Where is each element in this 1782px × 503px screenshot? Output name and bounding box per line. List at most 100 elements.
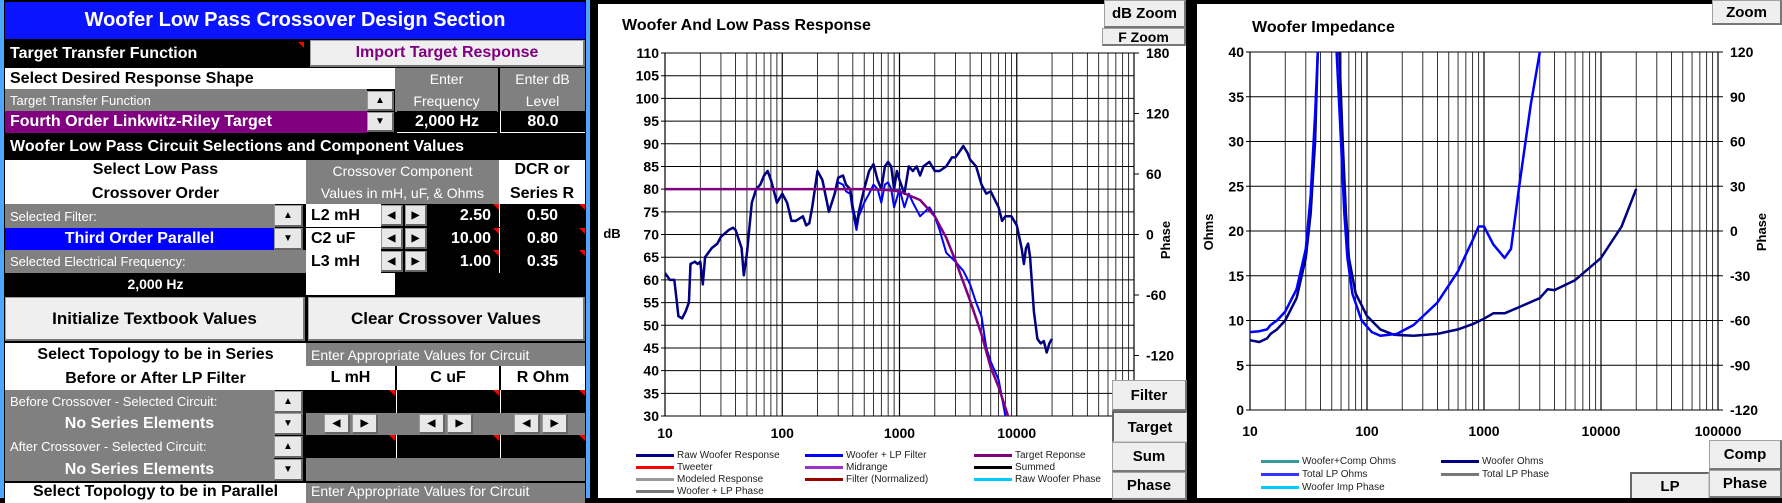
legend-label: Raw Woofer Response — [677, 450, 780, 461]
after-l-input[interactable] — [306, 435, 395, 458]
legend-entry: Midrange — [805, 462, 888, 473]
enter-db-line2: Level — [525, 93, 560, 109]
legend-entry: Total LP Phase — [1441, 469, 1549, 480]
filter-button[interactable]: Filter — [1112, 380, 1187, 411]
sum-button[interactable]: Sum — [1112, 442, 1187, 472]
db-zoom-button[interactable]: dB Zoom — [1104, 0, 1186, 28]
legend-swatch — [636, 478, 674, 481]
l2-value-input[interactable]: 2.50 — [430, 204, 499, 227]
target-db-level-input[interactable]: 80.0 — [500, 111, 585, 133]
y-tick-label: 0 — [1236, 402, 1244, 418]
c-decrease-button[interactable]: ◀ — [419, 414, 445, 434]
before-l-input[interactable] — [306, 390, 395, 413]
l-increase-button[interactable]: ▶ — [352, 414, 378, 434]
selected-filter-select[interactable]: Third Order Parallel — [5, 228, 274, 250]
c2-increase-button[interactable]: ▶ — [405, 228, 427, 249]
before-crossover-select[interactable]: No Series Elements — [5, 413, 274, 435]
ttf-up-button[interactable]: ▲ — [367, 91, 394, 111]
y-tick-label: 80 — [643, 181, 659, 197]
l2-increase-button[interactable]: ▶ — [405, 205, 427, 226]
ttf-down-button[interactable]: ▼ — [367, 112, 394, 132]
l2-dcr-input[interactable]: 0.50 — [499, 204, 585, 227]
l3-value-input[interactable]: 1.00 — [430, 250, 499, 273]
l3-increase-button[interactable]: ▶ — [405, 251, 427, 272]
electrical-frequency-label: Selected Electrical Frequency: — [5, 250, 306, 273]
l3-decrease-button[interactable]: ◀ — [381, 251, 403, 272]
before-crossover-label: Before Crossover - Selected Circuit: — [5, 390, 275, 413]
before-down-button[interactable]: ▼ — [274, 413, 303, 435]
electrical-frequency-value: 2,000 Hz — [5, 273, 306, 295]
target-frequency-input[interactable]: 2,000 Hz — [397, 111, 497, 133]
ttf-label: Target Transfer Function — [5, 89, 367, 111]
component-name-c2: C2 uF — [306, 228, 381, 250]
y2-tick-label: -60 — [1730, 313, 1750, 329]
legend-label: Woofer Imp Phase — [1302, 482, 1385, 493]
y-tick-label: 85 — [643, 158, 659, 174]
y-tick-label: 5 — [1236, 357, 1244, 373]
legend-swatch — [805, 454, 843, 457]
col-c-uf: C uF — [396, 366, 499, 390]
filter-down-button[interactable]: ▼ — [274, 228, 303, 250]
f-zoom-button[interactable]: F Zoom — [1102, 28, 1186, 46]
y2-tick-label: 60 — [1146, 166, 1162, 182]
selected-filter-label: Selected Filter: — [5, 204, 275, 228]
dcr-line1: DCR or — [514, 161, 570, 178]
legend-label: Raw Woofer Phase — [1015, 474, 1101, 485]
select-lp-line2: Crossover Order — [91, 185, 220, 202]
legend-swatch — [1261, 486, 1299, 489]
legend-swatch — [805, 466, 843, 469]
c2-value-input[interactable]: 10.00 — [430, 228, 499, 250]
before-up-button[interactable]: ▲ — [274, 391, 303, 413]
initialize-textbook-values-button[interactable]: Initialize Textbook Values — [5, 297, 305, 341]
ttf-select[interactable]: Fourth Order Linkwitz-Riley Target — [5, 111, 367, 133]
import-target-response-button[interactable]: Import Target Response — [310, 40, 585, 67]
dcr-line2: Series R — [509, 185, 575, 202]
after-down-button[interactable]: ▼ — [274, 459, 303, 481]
after-crossover-select[interactable]: No Series Elements — [5, 458, 274, 481]
select-response-shape-label: Select Desired Response Shape — [5, 68, 395, 89]
legend-swatch — [1261, 473, 1299, 476]
legend-entry: Modeled Response — [636, 474, 763, 485]
chart-title: Woofer Impedance — [1252, 19, 1395, 36]
c2-dcr-input[interactable]: 0.80 — [499, 228, 585, 250]
impedance-zoom-button[interactable]: Zoom — [1712, 0, 1782, 25]
r-decrease-button[interactable]: ◀ — [514, 414, 540, 434]
c2-decrease-button[interactable]: ◀ — [381, 228, 403, 249]
after-up-button[interactable]: ▲ — [274, 436, 303, 458]
chart-title: Woofer And Low Pass Response — [622, 17, 871, 34]
l2-decrease-button[interactable]: ◀ — [381, 205, 403, 226]
y2-tick-label: 120 — [1146, 106, 1170, 122]
target-button[interactable]: Target — [1112, 411, 1187, 442]
x-tick-label: 10 — [1242, 423, 1258, 439]
legend-swatch — [974, 478, 1012, 481]
x-tick-label: 100 — [771, 425, 795, 441]
x-tick-label: 1000 — [884, 425, 915, 441]
phase-button[interactable]: Phase — [1112, 472, 1187, 500]
l3-dcr-input[interactable]: 0.35 — [499, 250, 585, 273]
y-axis-label: dB — [603, 226, 620, 241]
after-c-input[interactable] — [396, 435, 499, 458]
legend-entry: Tweeter — [636, 462, 713, 473]
y-tick-label: 75 — [643, 204, 659, 220]
l-decrease-button[interactable]: ◀ — [324, 414, 350, 434]
clear-crossover-values-button[interactable]: Clear Crossover Values — [308, 297, 585, 341]
impedance-phase-button[interactable]: Phase — [1709, 470, 1782, 498]
before-r-input[interactable] — [500, 390, 585, 413]
series-topo-line2: Before or After LP Filter — [65, 369, 246, 387]
after-r-input[interactable] — [500, 435, 585, 458]
r-increase-button[interactable]: ▶ — [542, 414, 568, 434]
filter-up-button[interactable]: ▲ — [274, 205, 303, 227]
c-increase-button[interactable]: ▶ — [447, 414, 473, 434]
component-name-l2: L2 mH — [306, 204, 381, 227]
before-c-input[interactable] — [396, 390, 499, 413]
y-tick-label: 55 — [643, 295, 659, 311]
enter-frequency-line2: Frequency — [413, 93, 480, 109]
legend-label: Woofer + LP Phase — [677, 486, 764, 497]
y2-tick-label: 0 — [1730, 223, 1738, 239]
series-line-woofer-ohms — [1250, 52, 1638, 344]
y-tick-label: 35 — [643, 385, 659, 401]
y2-tick-label: 60 — [1730, 134, 1746, 150]
series-line-woofer-lp-filter — [665, 170, 1007, 416]
comp-button[interactable]: Comp — [1709, 440, 1782, 470]
lp-button[interactable]: LP — [1630, 472, 1709, 498]
